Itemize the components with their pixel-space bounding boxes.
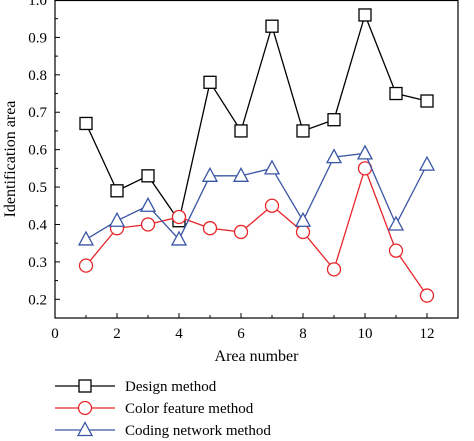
data-point — [140, 217, 156, 232]
data-point — [265, 19, 279, 33]
data-point — [296, 124, 310, 138]
legend-label: Coding network method — [125, 423, 271, 439]
series-line — [85, 166, 428, 296]
data-point — [419, 288, 435, 303]
x-axis-title: Area number — [215, 348, 300, 365]
series-layer — [77, 8, 436, 303]
data-point — [264, 198, 280, 213]
data-point — [418, 155, 436, 171]
plot-frame — [54, 0, 459, 319]
data-point — [325, 148, 343, 164]
legend-entry: Design method — [55, 379, 217, 395]
data-point — [170, 230, 188, 246]
data-point — [263, 159, 281, 175]
y-tick-label: 0.8 — [28, 68, 47, 84]
data-point — [234, 124, 248, 138]
data-point — [388, 243, 404, 258]
data-point — [232, 166, 250, 182]
x-tick-label: 10 — [358, 326, 373, 342]
x-tick-label: 12 — [420, 326, 435, 342]
x-axis: 0 2 4 6 8 10 12 — [51, 313, 459, 342]
legend-entry: Color feature method — [55, 400, 254, 417]
y-tick-label: 0.3 — [28, 255, 47, 271]
x-tick-label: 0 — [51, 326, 59, 342]
data-point — [77, 230, 95, 246]
legend-marker — [76, 421, 94, 437]
data-point — [79, 116, 93, 131]
x-tick-label: 8 — [299, 326, 307, 342]
data-point — [201, 166, 219, 182]
y-tick-label: 0.6 — [28, 143, 47, 159]
data-point — [420, 94, 434, 108]
x-tick-label: 2 — [113, 326, 121, 342]
data-point — [203, 75, 217, 89]
data-point — [358, 8, 372, 22]
data-point — [139, 196, 157, 212]
y-tick-label: 0.2 — [28, 292, 47, 308]
series-3 — [77, 144, 436, 246]
y-tick-label: 0.7 — [28, 105, 47, 121]
y-tick-label: 0.9 — [28, 30, 47, 46]
data-point — [233, 224, 249, 240]
data-point — [356, 144, 374, 160]
legend-marker — [78, 379, 92, 393]
data-point — [387, 215, 405, 231]
series-2 — [78, 161, 435, 303]
y-tick-label: 0.4 — [28, 217, 47, 233]
data-point — [171, 209, 187, 225]
y-axis: 0.2 0.3 0.4 0.5 0.6 0.7 0.8 0.9 1.0 — [28, 0, 60, 308]
legend-label: Design method — [125, 379, 217, 395]
plot-area-border — [54, 0, 459, 319]
data-point — [110, 184, 124, 198]
legend: Design method Color feature method Coding … — [55, 379, 271, 439]
x-tick-label: 6 — [237, 326, 245, 342]
data-point — [295, 224, 311, 240]
data-point — [202, 221, 218, 236]
y-tick-label: 1.0 — [28, 0, 47, 9]
data-point — [326, 262, 342, 277]
legend-label: Color feature method — [125, 401, 254, 417]
x-tick-label: 4 — [175, 326, 183, 342]
data-point — [141, 169, 155, 183]
data-point — [78, 258, 94, 273]
data-point — [327, 113, 341, 127]
y-axis-title: Identification area — [2, 101, 19, 218]
series-1 — [79, 8, 434, 228]
legend-marker — [77, 400, 93, 416]
series-line — [85, 12, 428, 223]
legend-entry: Coding network method — [55, 421, 271, 439]
data-point — [389, 86, 403, 101]
data-point — [108, 211, 126, 227]
y-tick-label: 0.5 — [28, 180, 47, 196]
data-point — [294, 211, 312, 227]
